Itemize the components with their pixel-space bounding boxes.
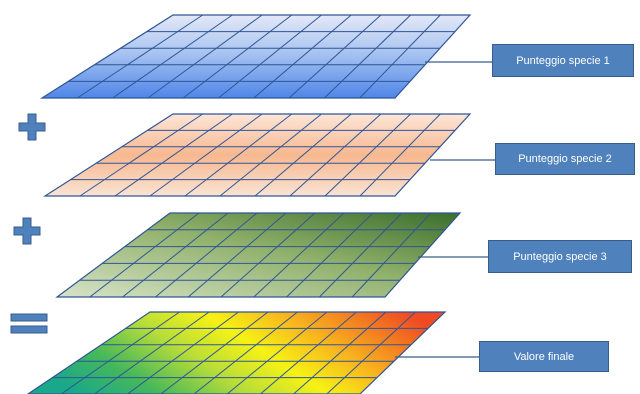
layer-2-label: Punteggio specie 2 [495,143,635,175]
grid-column-line [114,113,233,197]
grid-column-line [293,311,387,394]
grid-column-line [218,14,322,99]
layer-3-grid [55,212,462,298]
grid-column-line [155,212,258,298]
grid-column-line [127,311,239,394]
grid-column-line [112,14,233,99]
grid-column-line [147,14,263,99]
grid-column-line [160,311,269,394]
connector-lines [395,61,495,358]
grid-column-line [77,14,203,99]
grid-column-line [324,113,411,197]
plus-operator-2 [13,217,41,245]
grid-column-line [359,14,441,99]
grid-column-line [351,212,432,298]
grid-column-line [60,311,180,394]
grid-column-line [326,311,416,394]
grid-column-line [319,212,403,298]
plus-operator-1 [18,113,46,141]
layer-3-label: Punteggio specie 3 [488,240,632,273]
grid-column-line [219,113,322,197]
grid-column-line [254,113,352,197]
grid-column-line [288,14,382,99]
grid-column-line [193,311,298,394]
grid-column-line [79,113,203,197]
grid-column-line [182,14,293,99]
layer-1-grid [39,14,472,99]
layer-2-grid [42,113,472,197]
equals-operator [10,313,48,334]
grid-column-line [187,212,287,298]
grid-column-line [253,212,345,298]
grid-column-line [149,113,263,197]
grid-column-line [184,113,293,197]
grid-column-line [289,113,382,197]
grid-column-line [359,113,441,197]
grid-column-line [324,14,411,99]
final-value-label: Valore finale [479,341,609,372]
grid-column-line [253,14,352,99]
final-value-grid [26,311,447,394]
grid-column-line [226,311,328,394]
grid-column-line [122,212,229,298]
layer-1-label: Punteggio specie 1 [492,44,634,77]
grid-column-line [220,212,316,298]
grid-column-line [260,311,357,394]
grid-column-line [89,212,200,298]
grid-column-line [286,212,374,298]
grid-column-line [94,311,210,394]
